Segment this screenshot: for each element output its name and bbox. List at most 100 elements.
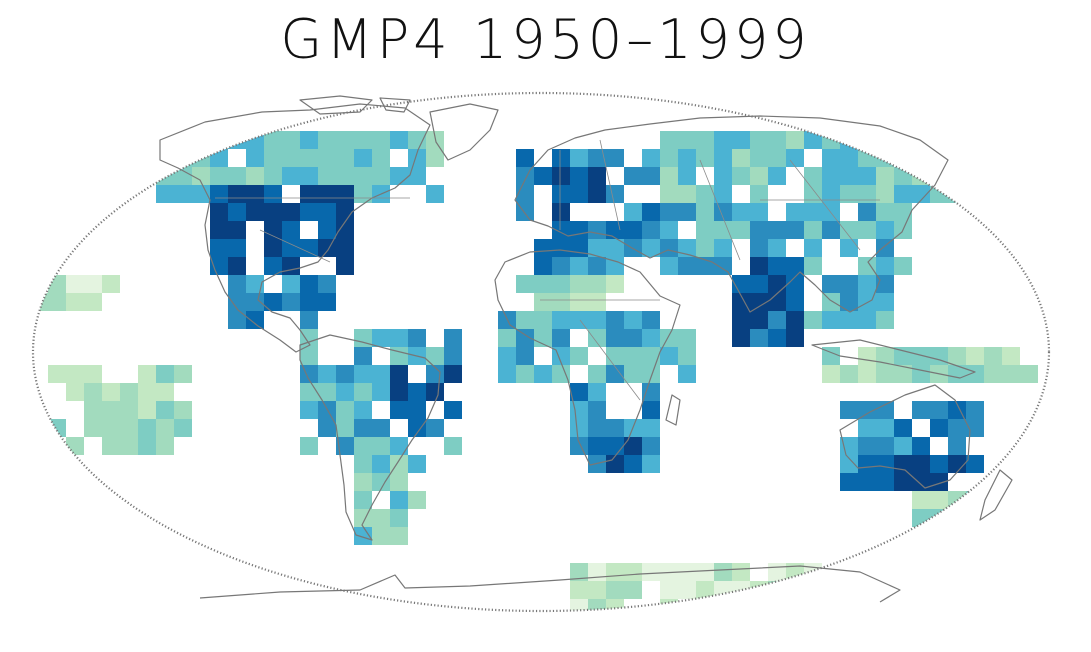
grid-cell <box>426 347 444 365</box>
grid-cell <box>372 473 390 491</box>
grid-cell <box>768 257 786 275</box>
grid-cell <box>516 365 534 383</box>
grid-cell <box>570 221 588 239</box>
grid-cell <box>156 167 174 185</box>
grid-cell <box>354 401 372 419</box>
grid-cell <box>336 401 354 419</box>
grid-cell <box>354 329 372 347</box>
grid-cell <box>912 365 930 383</box>
grid-cell <box>624 581 642 599</box>
grid-cell <box>768 221 786 239</box>
grid-cell <box>984 365 1002 383</box>
grid-cell <box>264 185 282 203</box>
grid-cell <box>876 239 894 257</box>
grid-cell <box>120 383 138 401</box>
grid-cell <box>390 509 408 527</box>
grid-cell <box>84 293 102 311</box>
grid-cell <box>588 167 606 185</box>
grid-cell <box>606 455 624 473</box>
grid-cell <box>588 581 606 599</box>
grid-cell <box>264 203 282 221</box>
grid-cell <box>318 275 336 293</box>
grid-cell <box>516 329 534 347</box>
grid-cell <box>912 455 930 473</box>
grid-cell <box>300 311 318 329</box>
grid-cell <box>156 401 174 419</box>
grid-cell <box>660 221 678 239</box>
grid-cell <box>948 401 966 419</box>
grid-cell <box>138 419 156 437</box>
grid-cell <box>246 203 264 221</box>
greenland-coast <box>429 103 499 161</box>
grid-cell <box>300 185 318 203</box>
grid-cell <box>300 131 318 149</box>
grid-cell <box>606 419 624 437</box>
grid-cell <box>714 581 732 599</box>
grid-cell <box>156 131 174 149</box>
grid-cell <box>930 419 948 437</box>
grid-cell <box>372 455 390 473</box>
grid-cell <box>750 221 768 239</box>
grid-cell <box>966 401 984 419</box>
grid-cell <box>552 167 570 185</box>
grid-cell <box>408 167 426 185</box>
grid-cell <box>606 329 624 347</box>
grid-cell <box>552 293 570 311</box>
grid-cell <box>750 257 768 275</box>
grid-cell <box>930 401 948 419</box>
grid-cell <box>966 491 984 509</box>
grid-cell <box>570 293 588 311</box>
indonesia-coast <box>811 339 976 379</box>
grid-cell <box>354 131 372 149</box>
grid-cell <box>498 329 516 347</box>
grid-cell <box>732 131 750 149</box>
grid-cell <box>768 239 786 257</box>
grid-cell <box>750 293 768 311</box>
grid-cell <box>84 275 102 293</box>
grid-cell <box>876 167 894 185</box>
grid-cell <box>642 455 660 473</box>
grid-cell <box>714 131 732 149</box>
grid-cell <box>588 275 606 293</box>
grid-cell <box>732 149 750 167</box>
grid-cell <box>876 419 894 437</box>
grid-cell <box>858 419 876 437</box>
grid-cell <box>840 473 858 491</box>
grid-cell <box>372 365 390 383</box>
grid-cell <box>804 221 822 239</box>
grid-cell <box>192 185 210 203</box>
grid-cell <box>426 419 444 437</box>
grid-cell <box>534 167 552 185</box>
grid-cell <box>876 473 894 491</box>
grid-cell <box>408 419 426 437</box>
grid-cell <box>408 149 426 167</box>
grid-cell <box>606 437 624 455</box>
grid-cell <box>372 149 390 167</box>
grid-cell <box>390 383 408 401</box>
grid-cell <box>336 149 354 167</box>
grid-cell <box>372 437 390 455</box>
grid-cell <box>84 419 102 437</box>
grid-cell <box>174 185 192 203</box>
grid-cell <box>570 347 588 365</box>
grid-cell <box>1002 365 1020 383</box>
grid-cell <box>822 167 840 185</box>
grid-cell <box>750 203 768 221</box>
grid-cell <box>498 347 516 365</box>
grid-cell <box>318 419 336 437</box>
grid-cell <box>912 185 930 203</box>
grid-cell <box>840 455 858 473</box>
grid-cell <box>822 203 840 221</box>
grid-cell <box>624 437 642 455</box>
grid-cell <box>858 401 876 419</box>
grid-cell <box>372 329 390 347</box>
grid-cell <box>858 257 876 275</box>
grid-cell <box>678 203 696 221</box>
grid-cell <box>444 329 462 347</box>
grid-cell <box>840 185 858 203</box>
grid-cell <box>822 581 840 599</box>
grid-cell <box>552 365 570 383</box>
grid-cell <box>642 311 660 329</box>
grid-cell <box>804 239 822 257</box>
